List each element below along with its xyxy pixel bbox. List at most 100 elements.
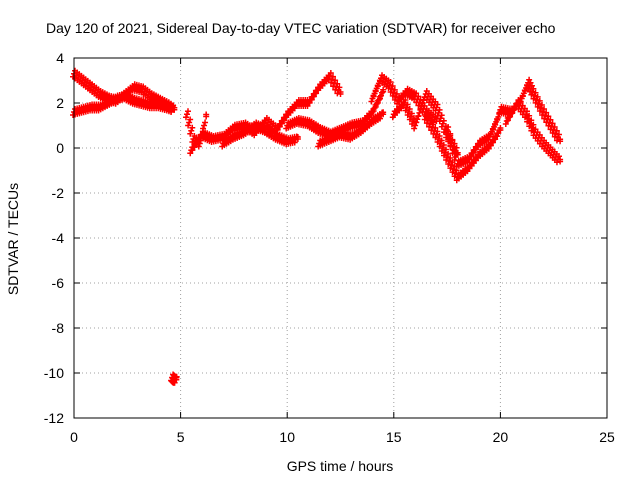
data-point-marker (183, 111, 190, 118)
data-point-marker (409, 118, 416, 124)
data-point-marker (494, 133, 501, 140)
data-point-marker (446, 158, 453, 165)
data-point-marker (390, 89, 397, 96)
data-point-marker (418, 103, 425, 110)
x-tick-label: 0 (70, 429, 78, 445)
data-point-marker (529, 88, 536, 95)
data-point-marker (532, 99, 539, 106)
data-point-marker (304, 103, 311, 109)
data-point-marker (413, 90, 420, 97)
data-point-marker (524, 118, 531, 125)
data-point-marker (410, 115, 417, 121)
data-point-marker (195, 137, 202, 144)
data-point-marker (389, 82, 396, 89)
data-point-marker (448, 140, 455, 147)
data-point-marker (374, 99, 381, 106)
data-point-marker (406, 106, 413, 112)
data-point-marker (391, 96, 398, 103)
data-point-marker (370, 107, 377, 114)
data-point-marker (534, 103, 541, 110)
data-point-marker (372, 103, 379, 110)
data-point-marker (530, 121, 537, 128)
data-point-marker (389, 92, 396, 99)
data-point-marker (447, 130, 454, 137)
data-point-marker (522, 111, 529, 118)
data-point-marker (523, 108, 530, 115)
y-tick-label: -12 (44, 410, 64, 426)
data-point-marker (437, 140, 444, 147)
data-point-marker (380, 109, 387, 116)
y-tick-label: -8 (52, 320, 65, 336)
y-tick-label: 2 (56, 95, 64, 111)
data-point-marker (464, 159, 471, 166)
data-point-marker (308, 96, 315, 103)
x-tick-label: 10 (279, 429, 295, 445)
data-point-marker (527, 120, 534, 127)
y-tick-label: 0 (56, 140, 64, 156)
series-track-e (219, 119, 301, 150)
data-point-marker (374, 83, 381, 90)
data-point-marker (436, 106, 443, 113)
data-point-marker (553, 127, 560, 134)
data-point-marker (310, 93, 317, 100)
data-point-marker (380, 86, 387, 93)
data-point-marker (402, 97, 409, 103)
data-point-marker (434, 139, 441, 145)
data-point-marker (408, 110, 415, 117)
data-point-marker (529, 124, 536, 131)
data-point-marker (387, 79, 394, 85)
data-point-marker (188, 127, 195, 134)
data-point-marker (329, 73, 336, 80)
data-point-marker (406, 116, 413, 123)
data-point-marker (533, 96, 540, 103)
data-point-marker (537, 104, 544, 111)
data-point-marker (545, 113, 552, 120)
data-point-marker (407, 113, 414, 120)
data-point-marker (532, 89, 539, 96)
data-point-marker (377, 95, 384, 102)
data-point-marker (547, 116, 554, 123)
data-point-marker (438, 137, 445, 144)
data-point-marker (415, 93, 422, 100)
y-tick-label: -10 (44, 365, 64, 381)
data-point-marker (444, 154, 451, 160)
data-point-marker (189, 124, 196, 131)
data-point-marker (543, 109, 550, 116)
data-point-marker (187, 116, 194, 123)
y-tick-label: -4 (52, 230, 65, 246)
data-point-marker (276, 123, 283, 130)
data-point-marker (432, 124, 439, 131)
data-point-marker (430, 121, 437, 128)
series-track-n (168, 371, 180, 386)
data-point-marker (470, 149, 477, 156)
series-track-m (502, 97, 564, 166)
data-point-marker (449, 169, 456, 176)
data-point-marker (509, 110, 516, 117)
data-point-marker (531, 92, 538, 99)
data-point-marker (445, 161, 452, 168)
data-point-marker (313, 90, 320, 97)
y-axis-label: SDTVAR / TECUs (5, 183, 21, 295)
data-point-marker (530, 95, 537, 102)
data-point-marker (536, 107, 543, 114)
data-point-marker (201, 122, 208, 129)
data-point-marker (530, 85, 537, 92)
x-tick-label: 15 (386, 429, 402, 445)
data-point-marker (404, 112, 411, 118)
data-point-marker (423, 110, 430, 117)
data-point-marker (440, 152, 447, 159)
x-tick-label: 25 (599, 429, 615, 445)
data-point-marker (411, 125, 418, 132)
data-point-marker (433, 131, 440, 138)
data-point-marker (485, 145, 492, 152)
data-point-marker (507, 113, 514, 120)
data-point-marker (184, 108, 191, 115)
data-point-marker (373, 100, 380, 107)
y-tick-label: -2 (52, 185, 65, 201)
series-track-k (443, 107, 504, 170)
data-point-marker (437, 115, 444, 122)
data-point-marker (511, 106, 518, 113)
data-point-marker (519, 93, 526, 100)
